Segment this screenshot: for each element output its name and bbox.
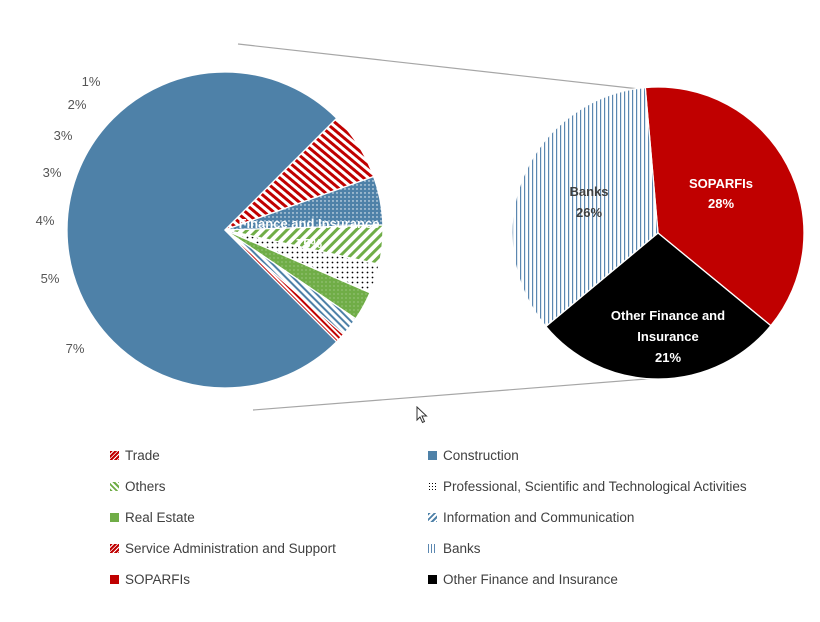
legend-swatch — [110, 482, 119, 491]
connector-line-bottom — [252, 376, 673, 411]
legend-item-service: Service Administration and Support — [110, 541, 336, 556]
main-pie — [66, 71, 384, 389]
inner-label-other-finance-and-insurance: Other Finance and — [611, 308, 725, 323]
legend-swatch — [428, 544, 437, 553]
slice-trade — [224, 229, 345, 343]
slice-other-finance-and-insurance — [544, 232, 772, 380]
legend-row: Service Administration and Support Banks — [110, 541, 790, 572]
legend-label: Banks — [443, 541, 481, 556]
legend: Trade Construction Others Professional, Sci… — [110, 448, 790, 603]
legend-item-infocomm: Information and Communication — [428, 510, 634, 525]
legend-label: Construction — [443, 448, 519, 463]
inner-label-banks: Banks — [569, 184, 608, 199]
data-label-professional-scientific-and-technological-activities: 3% — [43, 165, 62, 180]
legend-row: Others Professional, Scientific and Techn… — [110, 479, 790, 510]
legend-row: SOPARFIs Other Finance and Insurance — [110, 572, 790, 603]
inner-label-finance: Finance and Insurance — [239, 216, 380, 231]
legend-row: Real Estate Information and Communication — [110, 510, 790, 541]
inner-label-soparfis: SOPARFIs — [689, 176, 753, 191]
sub-pie — [511, 86, 805, 380]
legend-item-realestate: Real Estate — [110, 510, 195, 525]
legend-item-others: Others — [110, 479, 166, 494]
legend-swatch — [110, 451, 119, 460]
slice-soparfis — [644, 86, 805, 327]
data-label-service-administration-and-support: 7% — [66, 341, 85, 356]
slice-banks — [511, 86, 659, 328]
legend-item-trade: Trade — [110, 448, 160, 463]
legend-swatch — [110, 513, 119, 522]
connector-line-top — [237, 43, 649, 91]
legend-label: Information and Communication — [443, 510, 635, 525]
chart: 7% 5% 4% 3% 3% 2% 1% Finance and Insurance 75% SO… — [36, 43, 805, 411]
legend-item-professional: Professional, Scientific and Technologic… — [428, 479, 747, 494]
data-label-finance-and-insurance: 75% — [296, 236, 322, 251]
legend-label: Professional, Scientific and Technologic… — [443, 479, 747, 494]
legend-swatch — [110, 575, 119, 584]
legend-label: Trade — [125, 448, 160, 463]
data-label-real-estate: 3% — [54, 128, 73, 143]
data-label-construction: 5% — [41, 271, 60, 286]
legend-swatch — [428, 575, 437, 584]
data-label-banks: 26% — [576, 205, 602, 220]
legend-label: Service Administration and Support — [125, 541, 336, 556]
inner-label-other-finance-and-insurance: Insurance — [637, 329, 698, 344]
legend-label: Others — [125, 479, 166, 494]
legend-swatch — [110, 544, 119, 553]
legend-label: SOPARFIs — [125, 572, 191, 587]
legend-swatch — [428, 451, 437, 460]
mouse-cursor-icon — [416, 406, 428, 424]
legend-item-construction: Construction — [428, 448, 519, 463]
data-label-information-and-communication: 2% — [68, 97, 87, 112]
data-label-others: 4% — [36, 213, 55, 228]
slice-finance-and-insurance — [66, 71, 338, 389]
legend-row: Trade Construction — [110, 448, 790, 479]
legend-item-soparfis: SOPARFIs — [110, 572, 190, 587]
data-label-soparfis: 28% — [708, 196, 734, 211]
data-label-other-finance-and-insurance: 21% — [655, 350, 681, 365]
legend-swatch — [428, 482, 437, 491]
legend-item-banks: Banks — [428, 541, 481, 556]
legend-label: Real Estate — [125, 510, 195, 525]
data-label-trade: 1% — [82, 74, 101, 89]
legend-label: Other Finance and Insurance — [443, 572, 618, 587]
legend-swatch — [428, 513, 437, 522]
legend-item-otherfin: Other Finance and Insurance — [428, 572, 618, 587]
